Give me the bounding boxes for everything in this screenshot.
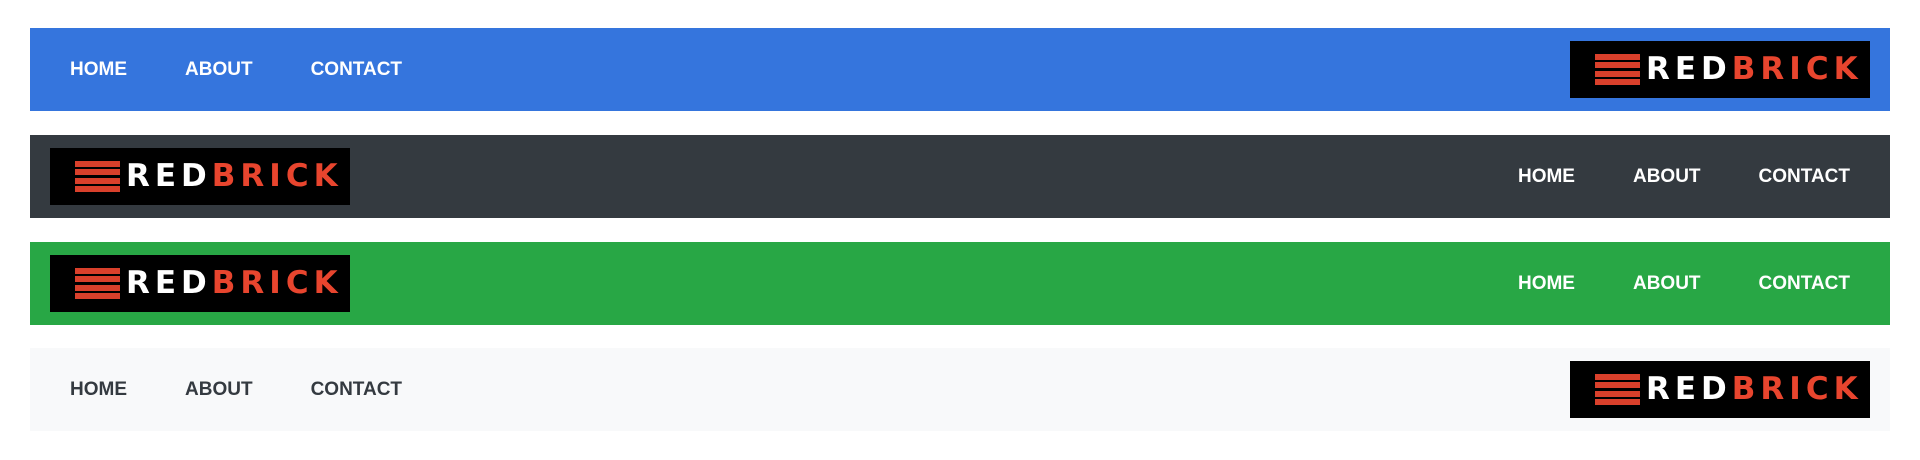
- redbrick-logo[interactable]: REDBRICK: [1570, 361, 1870, 418]
- logo-text: REDBRICK: [126, 268, 343, 299]
- logo-word-red: RED: [126, 265, 212, 301]
- logo-text: REDBRICK: [1646, 374, 1863, 405]
- logo-word-red: RED: [126, 158, 212, 194]
- redbrick-logo[interactable]: REDBRICK: [50, 255, 350, 312]
- navbar-green: REDBRICK HOME ABOUT CONTACT: [30, 242, 1890, 325]
- nav-link-contact[interactable]: CONTACT: [1758, 272, 1850, 294]
- redbrick-logo[interactable]: REDBRICK: [1570, 41, 1870, 98]
- brick-stack-icon: [75, 160, 120, 193]
- brick-stack-icon: [1595, 373, 1640, 406]
- nav-link-about[interactable]: ABOUT: [185, 378, 253, 400]
- brick-stack-icon: [1595, 53, 1640, 86]
- nav-link-about[interactable]: ABOUT: [1632, 272, 1701, 294]
- logo-text: REDBRICK: [1646, 54, 1863, 85]
- nav-link-about[interactable]: ABOUT: [1632, 165, 1701, 187]
- nav-links: HOME ABOUT CONTACT: [1460, 273, 1850, 295]
- nav-link-contact[interactable]: CONTACT: [310, 58, 403, 80]
- nav-link-home[interactable]: HOME: [70, 378, 127, 400]
- logo-word-red: RED: [1646, 51, 1732, 87]
- navbar-blue: HOME ABOUT CONTACT REDBRICK: [30, 28, 1890, 111]
- brick-stack-icon: [75, 267, 120, 300]
- navbar-light: HOME ABOUT CONTACT REDBRICK: [30, 348, 1890, 431]
- redbrick-logo[interactable]: REDBRICK: [50, 148, 350, 205]
- logo-word-brick: BRICK: [211, 158, 343, 194]
- nav-link-home[interactable]: HOME: [70, 58, 127, 80]
- nav-links: HOME ABOUT CONTACT: [1460, 166, 1850, 188]
- nav-links: HOME ABOUT CONTACT: [70, 379, 460, 401]
- nav-links: HOME ABOUT CONTACT: [70, 59, 460, 81]
- logo-word-red: RED: [1646, 371, 1732, 407]
- logo-word-brick: BRICK: [1731, 51, 1863, 87]
- logo-word-brick: BRICK: [211, 265, 343, 301]
- nav-link-contact[interactable]: CONTACT: [310, 378, 403, 400]
- navbar-dark: REDBRICK HOME ABOUT CONTACT: [30, 135, 1890, 218]
- nav-link-contact[interactable]: CONTACT: [1758, 165, 1850, 187]
- nav-link-home[interactable]: HOME: [1517, 272, 1575, 294]
- nav-link-about[interactable]: ABOUT: [185, 58, 253, 80]
- logo-text: REDBRICK: [126, 161, 343, 192]
- nav-link-home[interactable]: HOME: [1517, 165, 1575, 187]
- logo-word-brick: BRICK: [1731, 371, 1863, 407]
